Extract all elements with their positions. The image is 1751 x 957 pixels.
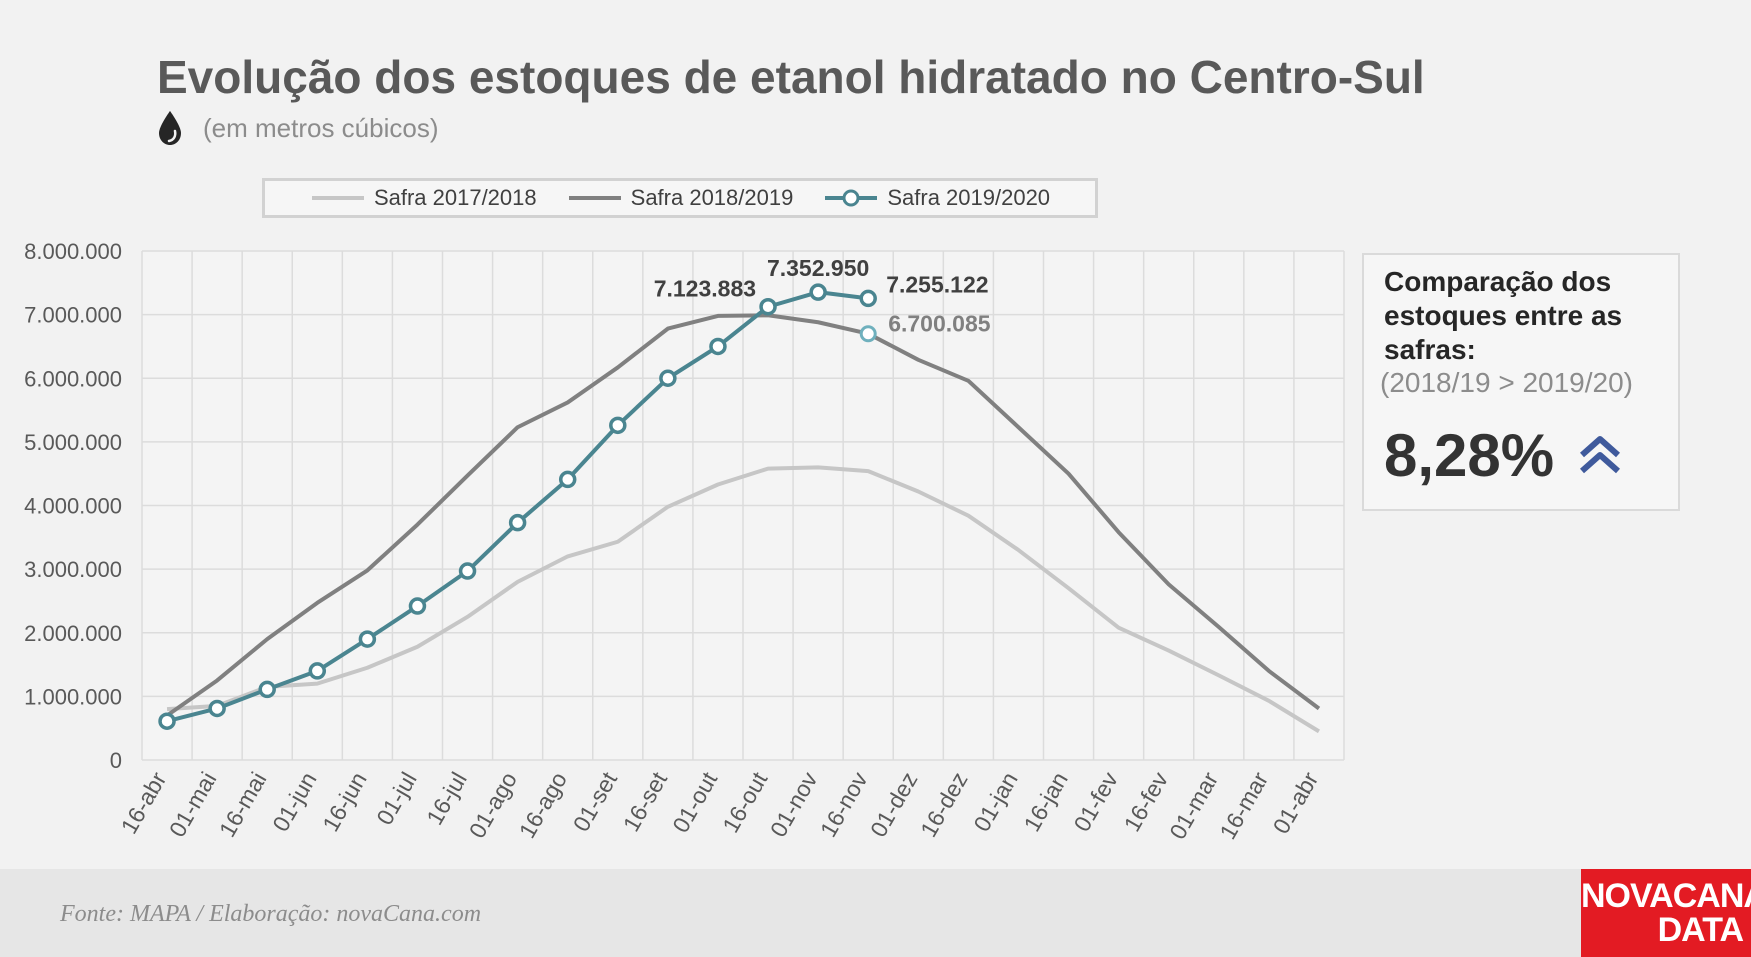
y-tick-label: 4.000.000 [24,494,122,519]
x-tick-label: 16-fev [1119,767,1174,836]
footer: Fonte: MAPA / Elaboração: novaCana.com [0,869,1751,957]
x-tick-label: 01-nov [765,767,823,841]
data-label: 7.352.950 [767,255,869,281]
data-point-2019 [308,662,327,680]
y-tick-label: 3.000.000 [24,557,122,582]
x-tick-label: 16-ago [514,768,572,843]
data-point-2019 [258,680,276,699]
data-label: 7.123.883 [654,276,756,302]
x-tick-label: 16-dez [915,768,973,842]
x-tick-label: 01-fev [1068,767,1123,836]
novacana-data-logo: NOVACANA DATA [1581,869,1751,957]
legend-item-2019: Safra 2019/2020 [823,185,1050,211]
data-point-2019 [458,562,477,580]
x-tick-label: 16-jul [421,768,472,830]
x-tick-label: 16-mar [1214,767,1273,843]
y-tick-label: 0 [110,748,122,773]
data-label: 7.255.122 [886,271,988,297]
x-tick-label: 16-out [717,767,772,837]
comparison-title: Comparação dos estoques entre as safras: [1384,266,1623,365]
line-chart: 0 1.000.000 2.000.000 3.000.000 4.000.000 5.0… [24,239,1345,844]
data-label: 6.700.085 [888,311,991,337]
drop-icon [159,111,181,145]
legend-label-2017: Safra 2017/2018 [373,185,537,210]
y-tick-label: 5.000.000 [24,430,122,455]
x-tick-label: 01-mar [1164,767,1223,843]
x-tick-label: 16-abr [116,767,172,838]
legend-line-2017-icon [311,196,364,200]
y-tick-label: 2.000.000 [24,621,122,646]
legend-line-2019-icon [825,189,878,207]
data-point-2019 [759,297,777,316]
legend-item-2018: Safra 2018/2019 [567,185,794,211]
x-tick-label: 01-dez [865,768,923,842]
data-point-2019 [659,369,677,387]
y-tick-label: 6.000.000 [24,366,122,391]
logo-line1: NOVACANA [1581,877,1751,915]
x-tick-label: 01-set [568,767,623,836]
data-point-2019 [558,470,577,489]
legend-label-2018: Safra 2018/2019 [630,185,794,210]
legend-item-2017: Safra 2017/2018 [310,185,537,211]
x-tick-label: 01-abr [1268,767,1324,838]
comparison-value: 8,28% [1384,422,1555,489]
data-point-2019 [709,337,727,356]
data-point-2019 [208,699,226,718]
x-tick-label: 16-jun [317,768,371,836]
logo-line2: DATA [1657,911,1744,949]
series-line-2017 [166,465,1320,734]
y-tick-label: 1.000.000 [24,684,122,709]
page-title: Evolução dos estoques de etanol hidratad… [157,51,1425,103]
data-point-2019 [859,289,877,308]
y-tick-label: 8.000.000 [24,239,122,264]
comparison-box: Comparação dos estoques entre as safras:… [1362,253,1680,511]
data-point-2019 [408,597,427,615]
chart-legend: Safra 2017/2018 Safra 2018/2019 Safra 20… [262,178,1098,218]
x-tick-label: 01-jul [371,768,422,830]
x-tick-label: 01-mai [164,768,222,842]
series-line-2018 [165,313,1321,718]
footer-source: Fonte: MAPA / Elaboração: novaCana.com [60,901,482,927]
x-tick-label: 01-out [667,767,722,837]
x-tick-label: 01-jan [968,767,1022,835]
page-subtitle: (em metros cúbicos) [203,112,439,143]
x-tick-label: 16-mai [214,768,272,842]
legend-label-2019: Safra 2019/2020 [887,185,1051,210]
x-tick-label: 16-set [618,767,673,836]
data-point-2018 [859,325,877,343]
data-point-2019 [508,513,527,532]
double-chevron-up-icon [1580,436,1620,474]
data-point-2019 [358,630,377,648]
x-tick-label: 16-jan [1018,768,1072,836]
legend-line-2018-icon [568,196,621,200]
subtitle-row: (em metros cúbicos) [157,110,439,146]
data-point-2019 [809,283,827,301]
x-tick-label: 16-nov [815,767,873,841]
y-tick-label: 7.000.000 [24,303,122,328]
data-point-2019 [609,416,627,435]
x-tick-label: 01-ago [464,768,522,843]
data-point-2019 [158,712,176,730]
x-tick-label: 01-jun [267,768,321,836]
comparison-subtitle: (2018/19 > 2019/20) [1380,367,1633,398]
